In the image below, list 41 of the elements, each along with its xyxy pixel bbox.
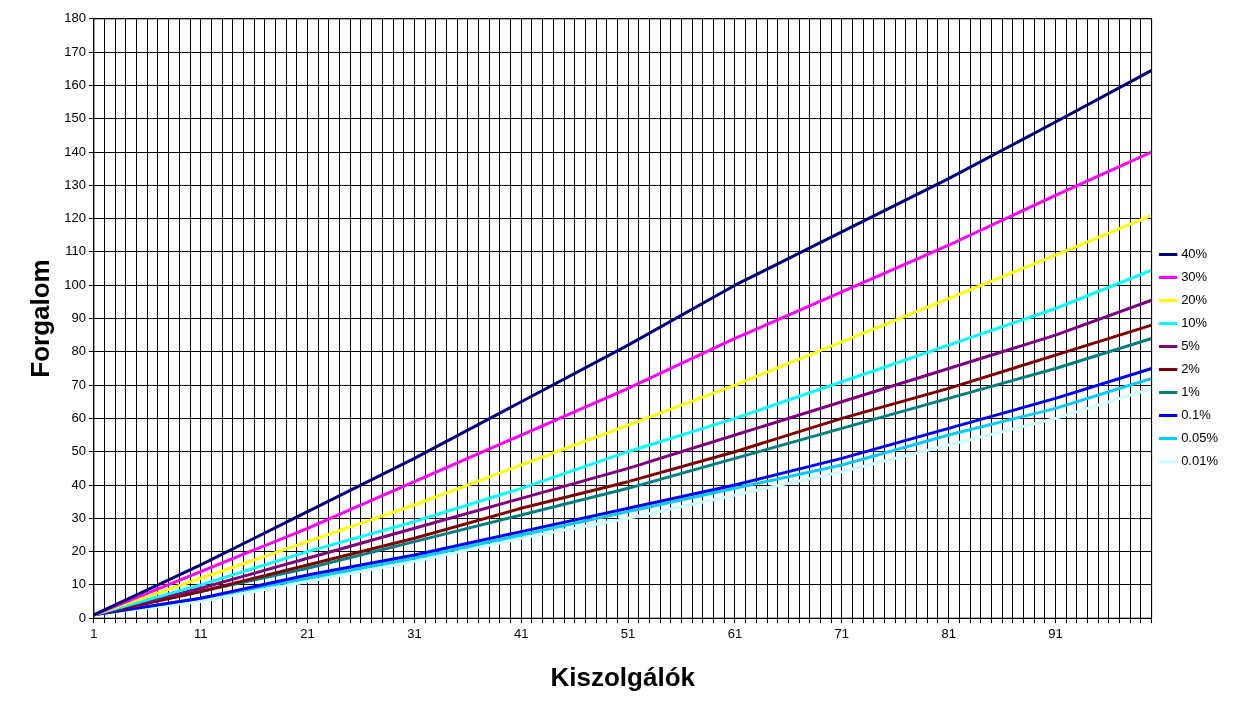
legend-label: 0.1% (1181, 407, 1212, 423)
y-tick-label: 130 (64, 176, 86, 192)
y-tick-label: 50 (71, 443, 86, 459)
y-tick-label: 100 (64, 276, 86, 292)
x-tick-label: 71 (834, 625, 850, 641)
legend-label: 30% (1181, 269, 1208, 285)
y-tick-label: 30 (71, 509, 86, 525)
y-tick-label: 10 (71, 576, 86, 592)
legend-label: 2% (1181, 361, 1201, 377)
y-tick-label: 90 (71, 310, 86, 326)
y-axis-title: Forgalom (24, 259, 55, 378)
x-tick-label: 1 (90, 625, 98, 641)
legend-label: 5% (1181, 338, 1201, 354)
y-tick-label: 60 (71, 409, 86, 425)
legend-label: 0.05% (1181, 430, 1219, 446)
y-tick-label: 70 (71, 376, 86, 392)
y-tick-label: 0 (78, 609, 86, 625)
x-tick-label: 11 (193, 625, 208, 641)
y-tick-label: 20 (71, 543, 86, 559)
x-tick-label: 91 (1048, 625, 1063, 641)
legend-label: 40% (1181, 246, 1208, 262)
y-tick-label: 160 (64, 76, 86, 92)
y-tick-label: 120 (64, 210, 86, 226)
legend-label: 20% (1181, 292, 1208, 308)
x-tick-label: 81 (941, 625, 956, 641)
y-tick-label: 110 (65, 243, 86, 259)
x-tick-label: 41 (514, 625, 529, 641)
y-tick-label: 40 (71, 476, 86, 492)
x-tick-label: 31 (407, 625, 422, 641)
x-tick-label: 61 (727, 625, 743, 641)
x-axis-title: Kiszolgálók (550, 661, 696, 692)
x-tick-label: 51 (620, 625, 636, 641)
y-tick-label: 170 (64, 43, 86, 59)
y-tick-label: 80 (71, 343, 86, 359)
y-tick-label: 150 (64, 110, 86, 126)
legend-label: 0.01% (1181, 453, 1219, 469)
legend-label: 1% (1181, 384, 1201, 400)
y-tick-label: 140 (64, 143, 86, 159)
x-tick-label: 21 (300, 625, 315, 641)
legend-label: 10% (1181, 315, 1208, 331)
y-tick-label: 180 (64, 10, 86, 26)
